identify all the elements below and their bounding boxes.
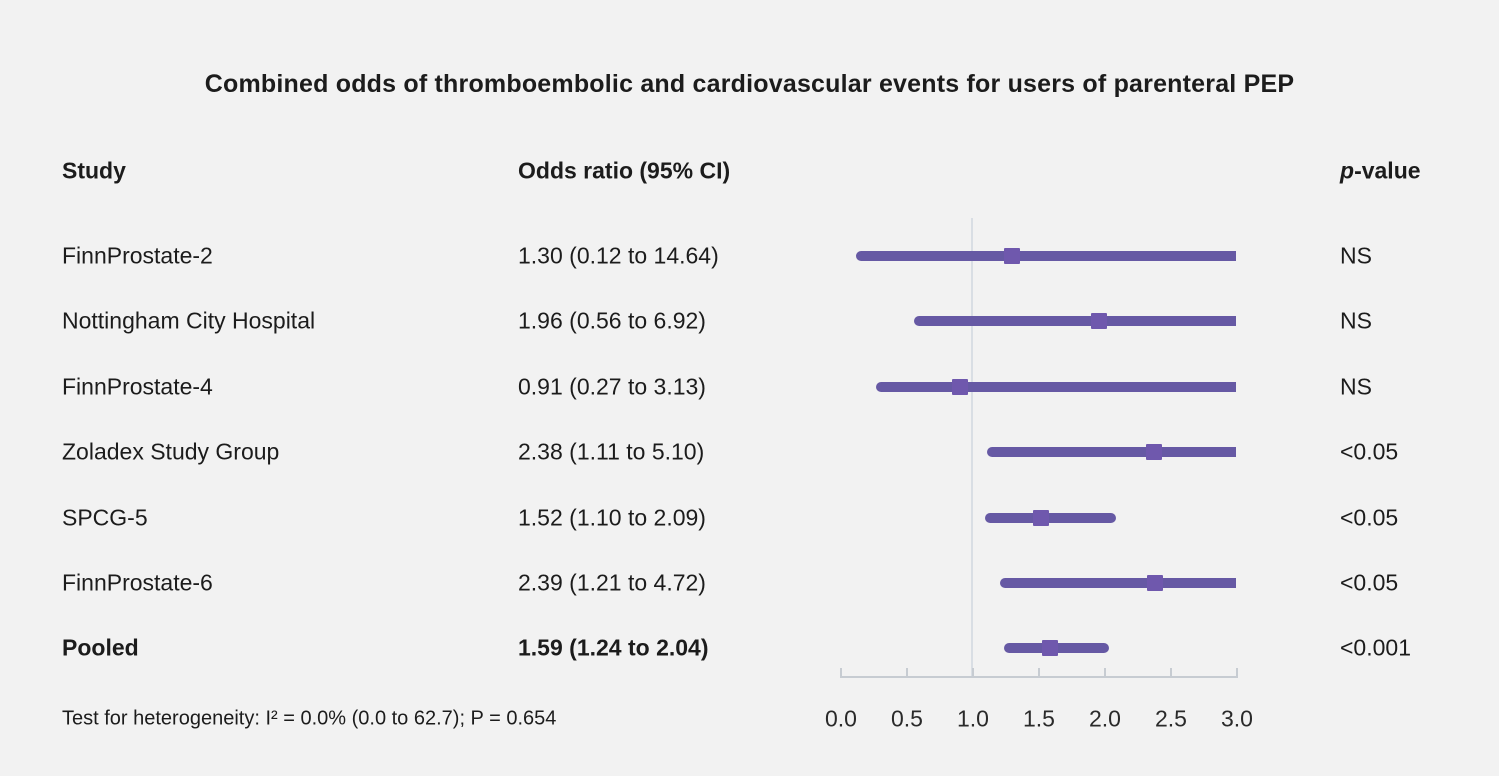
x-axis-line: [840, 676, 1238, 678]
x-tick-label: 0.0: [825, 705, 857, 732]
x-tick-label: 1.0: [957, 705, 989, 732]
odds-ratio-label: 1.96 (0.56 to 6.92): [518, 307, 706, 334]
heterogeneity-note: Test for heterogeneity: I² = 0.0% (0.0 t…: [62, 707, 557, 730]
x-tick-label: 1.5: [1023, 705, 1055, 732]
odds-ratio-label: 1.30 (0.12 to 14.64): [518, 242, 719, 269]
x-tick: [1104, 668, 1106, 676]
or-marker: [1147, 575, 1164, 591]
column-header-study: Study: [62, 157, 126, 184]
x-tick-label: 2.5: [1155, 705, 1187, 732]
odds-ratio-label: 1.52 (1.10 to 2.09): [518, 504, 706, 531]
x-tick-label: 0.5: [891, 705, 923, 732]
study-label: Nottingham City Hospital: [62, 307, 316, 334]
ci-line: [985, 512, 1116, 523]
p-value-label: <0.001: [1340, 634, 1411, 661]
ci-line: [875, 381, 1236, 392]
p-value-label: <0.05: [1340, 438, 1399, 465]
x-tick: [906, 668, 908, 676]
study-label: Zoladex Study Group: [62, 438, 280, 465]
study-label: SPCG-5: [62, 504, 148, 531]
x-tick-label: 3.0: [1221, 705, 1253, 732]
study-label: FinnProstate-6: [62, 569, 213, 596]
ci-line: [999, 578, 1236, 588]
x-tick: [840, 668, 842, 676]
column-header-odds-ratio: Odds ratio (95% CI): [518, 157, 731, 184]
p-value-label: NS: [1340, 307, 1372, 334]
or-marker: [1041, 640, 1058, 657]
x-tick: [1236, 668, 1238, 676]
study-label: Pooled: [62, 634, 139, 661]
p-value-label: <0.05: [1340, 504, 1399, 531]
p-value-label: NS: [1340, 373, 1372, 400]
p-value-header-italic: p: [1340, 157, 1355, 184]
study-label: FinnProstate-4: [62, 373, 213, 400]
or-marker: [1090, 313, 1107, 330]
ci-line: [986, 447, 1236, 458]
or-marker: [1032, 509, 1049, 526]
column-header-p-value: p-value: [1340, 158, 1421, 185]
ci-line: [855, 251, 1236, 261]
or-marker: [1003, 248, 1020, 264]
p-value-header-rest: -value: [1354, 157, 1421, 184]
reference-line: [971, 218, 973, 676]
odds-ratio-label: 2.38 (1.11 to 5.10): [518, 438, 705, 465]
x-tick: [972, 668, 974, 676]
x-tick-label: 2.0: [1089, 705, 1121, 732]
or-marker: [952, 378, 969, 395]
x-tick: [1038, 668, 1040, 676]
odds-ratio-label: 2.39 (1.21 to 4.72): [518, 569, 706, 596]
page-title: Combined odds of thromboembolic and card…: [204, 70, 1295, 98]
p-value-label: <0.05: [1340, 569, 1399, 596]
ci-line: [913, 316, 1236, 327]
odds-ratio-label: 1.59 (1.24 to 2.04): [518, 634, 709, 661]
x-tick: [1170, 668, 1172, 676]
or-marker: [1146, 444, 1163, 461]
odds-ratio-label: 0.91 (0.27 to 3.13): [518, 373, 706, 400]
study-label: FinnProstate-2: [62, 242, 213, 269]
p-value-label: NS: [1340, 242, 1372, 269]
